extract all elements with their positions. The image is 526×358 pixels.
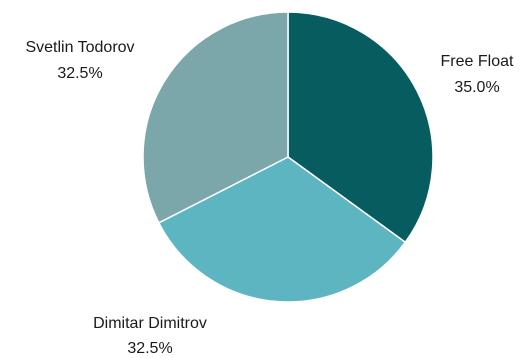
- pie-slices: [142, 11, 434, 303]
- slice-label-name: Svetlin Todorov: [25, 39, 134, 56]
- pie-slice-free-float: [287, 11, 434, 244]
- pie-slice-dimitar-dimitrov: [157, 156, 407, 303]
- slice-label-name: Dimitar Dimitrov: [93, 315, 207, 332]
- slice-label-value: 35.0%: [454, 79, 499, 96]
- pie-slice-svetlin-todorov: [142, 11, 289, 224]
- slice-label-value: 32.5%: [57, 65, 102, 82]
- slice-label-name: Free Float: [441, 53, 514, 70]
- slice-label-value: 32.5%: [127, 340, 172, 357]
- pie-labels: Free Float 35.0% Dimitar Dimitrov 32.5% Svet…: [25, 39, 514, 357]
